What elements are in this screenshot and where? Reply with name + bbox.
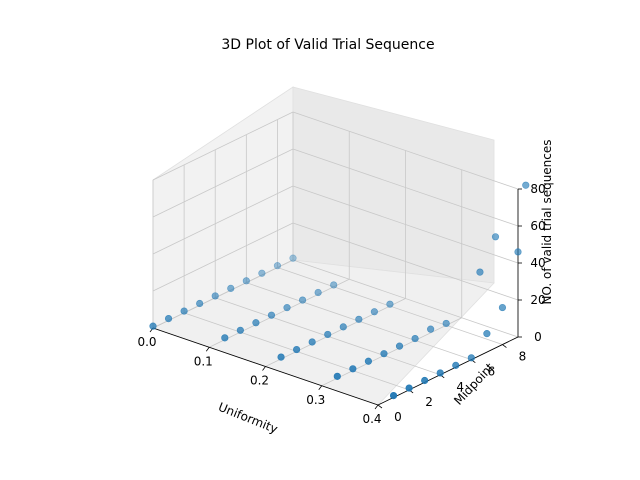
data-point (273, 262, 282, 270)
data-point (411, 334, 419, 343)
data-point (452, 361, 460, 369)
data-point (386, 300, 394, 308)
data-point (308, 338, 316, 346)
x-tick-label: 0.3 (306, 393, 325, 407)
data-point (514, 248, 522, 256)
data-point (277, 353, 285, 361)
x-tick-label: 0.2 (250, 374, 269, 388)
data-point (483, 330, 491, 338)
z-tick-label: 0 (534, 330, 542, 344)
data-point (164, 314, 173, 323)
z-axis-label: NO. of valid trial sequences (540, 139, 554, 304)
data-point (333, 372, 341, 380)
grid-line-z (292, 185, 519, 264)
data-point (252, 319, 260, 327)
y-tick-mark (502, 344, 507, 348)
grid-line-z (152, 148, 294, 218)
grid-line-z (152, 222, 294, 292)
data-point (427, 325, 435, 333)
data-point (476, 268, 484, 276)
data-point (180, 307, 188, 315)
data-point (242, 277, 250, 285)
data-point (467, 354, 475, 362)
data-point (236, 326, 244, 334)
data-point (395, 342, 404, 350)
grid-line-z (292, 222, 519, 301)
grid-line-x (265, 298, 406, 367)
x-tick-mark (205, 347, 210, 352)
data-point (298, 296, 307, 304)
data-point (196, 299, 204, 308)
x-tick-mark (374, 404, 379, 410)
data-point (211, 292, 219, 300)
data-point (364, 357, 373, 365)
data-point (258, 269, 266, 277)
data-point (324, 330, 332, 339)
data-point (267, 311, 276, 319)
x-tick-label: 0.0 (137, 335, 156, 349)
y-tick-mark (377, 404, 383, 409)
chart-title: 3D Plot of Valid Trial Sequence (221, 37, 434, 53)
data-point (522, 181, 530, 189)
data-point (339, 323, 347, 331)
y-tick-label: 8 (519, 350, 527, 364)
data-point (436, 369, 444, 377)
grid-line-z (152, 111, 294, 181)
data-point (389, 391, 398, 400)
data-point (498, 303, 507, 312)
x-tick-label: 0.1 (194, 354, 213, 368)
x-tick-mark (262, 366, 266, 371)
data-point (293, 345, 301, 354)
z-tick-label: 60 (530, 219, 545, 233)
y-tick-label: 2 (425, 395, 433, 409)
grid-line-z (152, 259, 294, 329)
z-tick-label: 80 (530, 182, 545, 196)
x-axis-label: Uniformity (216, 400, 280, 437)
data-point (405, 384, 413, 392)
back-pane (292, 86, 495, 284)
x-tick-label: 0.4 (362, 412, 381, 426)
data-point (283, 304, 291, 312)
y-axis-line (377, 336, 519, 406)
y-tick-label: 0 (394, 410, 402, 424)
data-point (442, 319, 450, 328)
data-point (314, 288, 322, 297)
data-points (149, 181, 530, 400)
grid-line-z (292, 259, 519, 338)
y-tick-label: 4 (456, 380, 464, 394)
grid-line-x (209, 278, 350, 348)
data-point (370, 308, 378, 316)
y-tick-label: 6 (488, 365, 496, 379)
data-point (227, 284, 235, 292)
grid-line-x (321, 317, 462, 387)
grid-line-z (292, 148, 519, 227)
data-point (221, 334, 229, 342)
data-point (349, 365, 357, 373)
data-point (289, 254, 297, 262)
data-point (380, 350, 388, 358)
data-point (355, 315, 363, 323)
grid-line-z (292, 111, 519, 190)
data-point (149, 322, 157, 330)
data-point (330, 281, 338, 289)
data-point (421, 376, 429, 385)
z-tick-label: 40 (530, 256, 545, 270)
data-point (491, 233, 500, 241)
x-tick-mark (318, 385, 323, 390)
grid-line-z (152, 185, 294, 255)
z-tick-label: 20 (530, 293, 545, 307)
